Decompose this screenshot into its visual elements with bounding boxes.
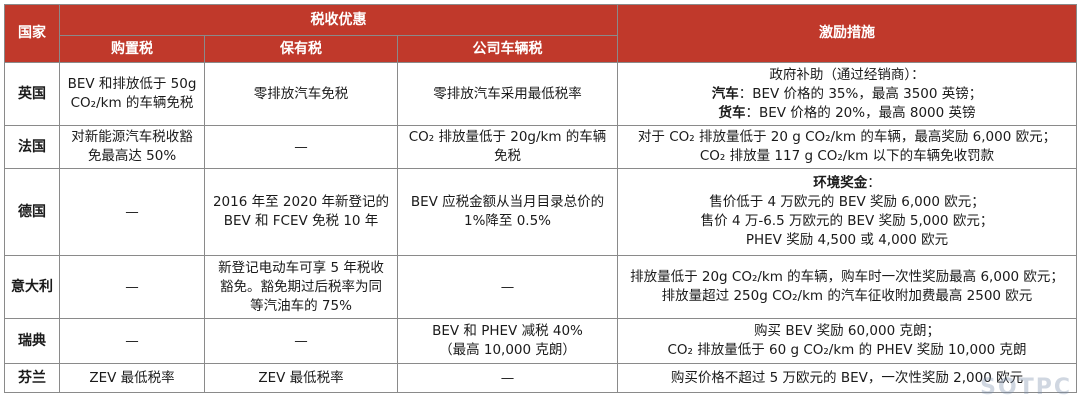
purchase-tax-cell-sweden: — [59,318,205,364]
company-tax-france-line-1: CO₂ 排放量低于 20g/km 的车辆 [408,129,607,145]
incentive-cell-uk: 政府补助（通过经销商）： 汽车：BEV 价格的 35%，最高 3500 英镑； … [617,62,1077,126]
purchase-tax-cell-france: 对新能源汽车税收豁 免最高达 50% [59,125,205,169]
purchase-tax-cell-finland: ZEV 最低税率 [59,363,205,393]
incentive-germany-colon: ： [867,175,881,191]
incentive-uk-van-label: 货车 [718,104,746,121]
purchase-tax-cell-italy: — [59,255,205,319]
country-cell-finland: 芬兰 [4,363,60,393]
table-row-france: 法国 对新能源汽车税收豁 免最高达 50% — CO₂ 排放量低于 20g/km… [4,125,1077,169]
incentive-germany-line-1: 售价低于 4 万欧元的 BEV 奖励 6,000 欧元； [709,194,985,210]
holding-tax-italy-line-3: 等汽油车的 75% [250,297,352,314]
incentive-germany-title-line: 环境奖金： [621,174,1073,193]
purchase-tax-france-line-1: 对新能源汽车税收豁 [71,129,193,145]
holding-tax-cell-uk: 零排放汽车免税 [204,62,398,126]
incentive-france-line-1: 对于 CO₂ 排放量低于 20 g CO₂/km 的车辆，最高奖励 6,000 … [637,129,1057,145]
holding-tax-italy-line-2: 豁免。豁免期过后税率为同 [220,278,382,295]
header-tax-incentives: 税收优惠 [59,4,618,36]
incentive-cell-italy: 排放量低于 20g CO₂/km 的车辆，购车时一次性奖励最高 6,000 欧元… [617,255,1077,319]
header-company-car-tax: 公司车辆税 [397,35,618,63]
holding-tax-italy-line-1: 新登记电动车可享 5 年税收 [218,259,384,276]
purchase-tax-france-line-2: 免最高达 50% [87,148,177,164]
country-cell-germany: 德国 [4,168,60,256]
incentive-uk-car-label: 汽车 [711,85,739,102]
purchase-tax-cell-germany: — [59,168,205,256]
company-tax-germany-line-2: 1%降至 0.5% [463,213,551,229]
purchase-tax-uk-line-2: CO₂/km 的车辆免税 [70,95,194,111]
incentive-cell-france: 对于 CO₂ 排放量低于 20 g CO₂/km 的车辆，最高奖励 6,000 … [617,125,1077,169]
table-row-sweden: 瑞典 — — BEV 和 PHEV 减税 40% （最高 10,000 克朗） … [4,318,1077,364]
incentive-cell-germany: 环境奖金： 售价低于 4 万欧元的 BEV 奖励 6,000 欧元； 售价 4 … [617,168,1077,256]
ev-incentives-table: 国家 税收优惠 激励措施 购置税 保有税 公司车辆税 英国 BEV 和排放低于 … [4,4,1077,393]
holding-tax-cell-finland: ZEV 最低税率 [204,363,398,393]
table-row-italy: 意大利 — 新登记电动车可享 5 年税收 豁免。豁免期过后税率为同 等汽油车的 … [4,255,1077,319]
holding-tax-cell-italy: 新登记电动车可享 5 年税收 豁免。豁免期过后税率为同 等汽油车的 75% [204,255,398,319]
holding-tax-cell-france: — [204,125,398,169]
incentive-germany-line-2: 售价 4 万-6.5 万欧元的 BEV 奖励 5,000 欧元； [700,213,994,229]
header-purchase-tax: 购置税 [59,35,205,63]
incentive-sweden-line-1: 购买 BEV 奖励 60,000 克朗； [754,323,940,339]
incentive-italy-line-2: 排放量超过 250g CO₂/km 的汽车征收附加费最高 2500 欧元 [661,288,1033,304]
company-tax-cell-germany: BEV 应税金额从当月目录总价的 1%降至 0.5% [397,168,618,256]
company-tax-sweden-line-2: （最高 10,000 克朗） [439,342,576,358]
country-cell-sweden: 瑞典 [4,318,60,364]
incentive-france-line-2: CO₂ 排放量 117 g CO₂/km 以下的车辆免收罚款 [699,148,995,164]
incentive-italy-line-1: 排放量低于 20g CO₂/km 的车辆，购车时一次性奖励最高 6,000 欧元… [630,269,1064,285]
table-row-finland: 芬兰 ZEV 最低税率 ZEV 最低税率 — 购买价格不超过 5 万欧元的 BE… [4,363,1077,393]
table-row-germany: 德国 — 2016 年至 2020 年新登记的 BEV 和 FCEV 免税 10… [4,168,1077,256]
company-tax-cell-italy: — [397,255,618,319]
company-tax-cell-france: CO₂ 排放量低于 20g/km 的车辆 免税 [397,125,618,169]
holding-tax-cell-sweden: — [204,318,398,364]
country-cell-france: 法国 [4,125,60,169]
header-incentive-measures: 激励措施 [617,4,1077,63]
purchase-tax-cell-uk: BEV 和排放低于 50g CO₂/km 的车辆免税 [59,62,205,126]
incentive-uk-line-3: 货车：BEV 价格的 20%，最高 8000 英镑 [621,104,1073,123]
incentive-uk-car-text: ：BEV 价格的 35%，最高 3500 英镑； [738,85,983,102]
country-cell-uk: 英国 [4,62,60,126]
header-country: 国家 [4,4,60,63]
incentive-germany-line-3: PHEV 奖励 4,500 或 4,000 欧元 [745,232,949,248]
incentive-uk-van-text: ：BEV 价格的 20%，最高 8000 英镑 [745,104,976,121]
company-tax-cell-uk: 零排放汽车采用最低税率 [397,62,618,126]
incentive-germany-title: 环境奖金 [813,175,868,191]
table-row-uk: 英国 BEV 和排放低于 50g CO₂/km 的车辆免税 零排放汽车免税 零排… [4,62,1077,126]
incentive-uk-line-1: 政府补助（通过经销商）： [769,66,925,83]
purchase-tax-uk-line-1: BEV 和排放低于 50g [67,76,197,92]
incentive-cell-finland: 购买价格不超过 5 万欧元的 BEV，一次性奖励 2,000 欧元 [617,363,1077,393]
holding-tax-cell-germany: 2016 年至 2020 年新登记的 BEV 和 FCEV 免税 10 年 [204,168,398,256]
header-holding-tax: 保有税 [204,35,398,63]
incentive-uk-line-2: 汽车：BEV 价格的 35%，最高 3500 英镑； [621,85,1073,104]
incentive-sweden-line-2: CO₂ 排放量低于 60 g CO₂/km 的 PHEV 奖励 10,000 克… [667,342,1027,358]
company-tax-cell-sweden: BEV 和 PHEV 减税 40% （最高 10,000 克朗） [397,318,618,364]
company-tax-cell-finland: — [397,363,618,393]
company-tax-germany-line-1: BEV 应税金额从当月目录总价的 [410,194,605,210]
company-tax-sweden-line-1: BEV 和 PHEV 减税 40% [432,323,583,339]
holding-tax-germany-line-2: BEV 和 FCEV 免税 10 年 [223,213,379,229]
incentive-cell-sweden: 购买 BEV 奖励 60,000 克朗； CO₂ 排放量低于 60 g CO₂/… [617,318,1077,364]
watermark-logo: SOTPC [980,375,1072,400]
company-tax-france-line-2: 免税 [494,148,521,164]
holding-tax-germany-line-1: 2016 年至 2020 年新登记的 [212,194,390,210]
country-cell-italy: 意大利 [4,255,60,319]
